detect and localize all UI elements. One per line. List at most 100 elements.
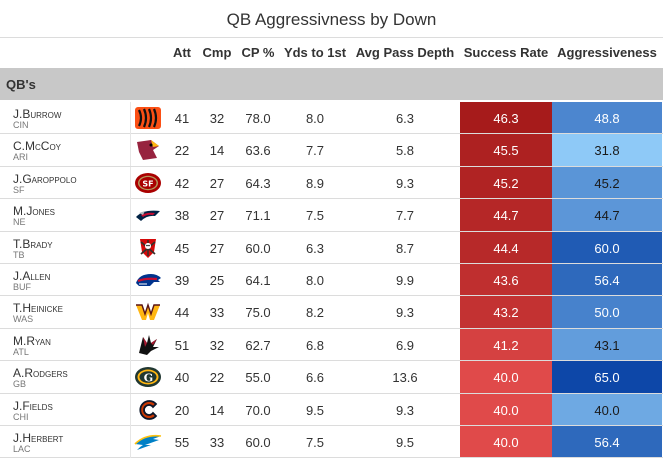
aggressiveness-cell: 65.0 — [552, 361, 662, 393]
depth-cell: 6.9 — [395, 337, 415, 353]
player-last-name: Jones — [26, 204, 56, 219]
yds-cell: 6.6 — [305, 370, 325, 386]
yds-cell: 8.0 — [305, 111, 325, 126]
player-name: T.Brady — [13, 238, 53, 250]
yds-cell: 6.8 — [305, 337, 325, 353]
table-row: T.Brady TB 45 27 60.0 6.3 8.7 44.4 60.0 — [0, 231, 663, 264]
table-row: J.Garoppolo SF SF 42 27 64.3 8.9 9.3 45.2 45.2 — [0, 166, 663, 200]
player-initial: J. — [13, 268, 23, 283]
column-header-yds[interactable]: Yds to 1st — [283, 45, 347, 60]
player-last-name: Ryan — [26, 333, 51, 348]
depth-cell: 9.3 — [395, 175, 415, 191]
team-abbr: LAC — [13, 443, 31, 454]
svg-text:SF: SF — [142, 179, 153, 188]
player-last-name: Herbert — [22, 430, 64, 445]
depth-cell: 9.5 — [395, 434, 415, 450]
att-cell: 38 — [174, 208, 190, 224]
team-abbr: NE — [13, 217, 26, 228]
cmp-cell: 14 — [209, 402, 225, 418]
table-row: A.Rodgers GB G 40 22 55.0 6.6 13.6 40.0 65.0 — [0, 361, 663, 394]
row-divider — [130, 102, 131, 134]
success-rate-cell: 45.5 — [460, 134, 552, 166]
player-name: J.Garoppolo — [13, 173, 77, 185]
row-divider — [130, 296, 131, 329]
att-cell: 41 — [174, 111, 190, 126]
cardinals-logo — [133, 138, 163, 162]
cp-cell: 55.0 — [245, 370, 271, 386]
att-cell: 44 — [174, 305, 190, 321]
player-initial: M. — [13, 333, 27, 348]
player-last-name: Rodgers — [24, 366, 68, 381]
table-row: M.Ryan ATL 51 32 62.7 6.8 6.9 41.2 43.1 — [0, 328, 663, 362]
aggressiveness-cell: 31.8 — [552, 134, 662, 166]
player-name: J.Fields — [13, 400, 53, 412]
player-initial: M. — [13, 204, 27, 219]
column-header-success[interactable]: Success Rate — [463, 45, 549, 60]
att-cell: 20 — [174, 402, 190, 418]
bears-logo — [133, 398, 163, 422]
success-rate-cell: 44.4 — [460, 231, 552, 263]
table-row: J.Allen BUF 39 25 64.1 8.0 9.9 43.6 56.4 — [0, 263, 663, 297]
player-name: J.Allen — [13, 270, 50, 282]
cmp-cell: 25 — [209, 272, 225, 288]
svg-text:G: G — [144, 372, 153, 385]
success-rate-cell: 40.0 — [460, 393, 552, 425]
cmp-cell: 27 — [209, 240, 225, 256]
player-name: J.Herbert — [13, 432, 63, 444]
player-last-name: Garoppolo — [22, 171, 77, 186]
aggressiveness-cell: 45.2 — [552, 166, 662, 199]
cp-cell: 60.0 — [245, 240, 271, 256]
yds-cell: 8.0 — [305, 272, 325, 288]
row-divider — [130, 231, 131, 264]
49ers-logo: SF — [133, 171, 163, 195]
table-row: J.Herbert LAC 55 33 60.0 7.5 9.5 40.0 56.4 — [0, 425, 663, 459]
cmp-cell: 33 — [209, 434, 225, 450]
yds-cell: 6.3 — [305, 240, 325, 256]
depth-cell: 13.6 — [392, 370, 418, 386]
player-last-name: Burrow — [22, 107, 62, 121]
player-initial: T. — [13, 236, 23, 251]
cmp-cell: 27 — [209, 175, 225, 191]
column-header-att[interactable]: Att — [172, 45, 192, 60]
aggressiveness-cell: 56.4 — [552, 263, 662, 296]
success-rate-cell: 41.2 — [460, 328, 552, 361]
team-abbr: CIN — [13, 120, 29, 130]
column-header-aggr[interactable]: Aggressiveness — [557, 45, 657, 60]
column-header-cmp[interactable]: Cmp — [202, 45, 232, 60]
row-divider — [130, 425, 131, 458]
table-body: J.Burrow CIN 41 32 78.0 8.0 6.3 46.3 48.8 C.McCoy… — [0, 102, 663, 459]
column-header-row: Att Cmp CP % Yds to 1st Avg Pass Depth S… — [0, 38, 663, 68]
column-header-cp[interactable]: CP % — [241, 45, 275, 60]
aggressiveness-cell: 48.8 — [552, 102, 662, 134]
yds-cell: 8.9 — [305, 175, 325, 191]
cp-cell: 64.3 — [245, 175, 271, 191]
depth-cell: 9.9 — [395, 272, 415, 288]
player-initial: J. — [13, 171, 23, 186]
cp-cell: 71.1 — [245, 208, 271, 224]
success-rate-cell: 43.6 — [460, 263, 552, 296]
player-initial: J. — [13, 107, 23, 121]
team-abbr: TB — [13, 249, 25, 260]
packers-logo: G — [133, 365, 163, 389]
yds-cell: 7.5 — [305, 434, 325, 450]
player-last-name: Fields — [22, 398, 53, 413]
cmp-cell: 14 — [209, 143, 225, 159]
row-divider — [130, 361, 131, 394]
table-row: M.Jones NE 38 27 71.1 7.5 7.7 44.7 44.7 — [0, 199, 663, 232]
player-name: J.Burrow — [13, 108, 61, 120]
yds-cell: 7.7 — [305, 143, 325, 159]
cmp-cell: 33 — [209, 305, 225, 321]
aggressiveness-cell: 56.4 — [552, 425, 662, 458]
team-abbr: ARI — [13, 152, 29, 163]
player-last-name: Heinicke — [22, 301, 64, 316]
cp-cell: 78.0 — [245, 111, 271, 126]
cp-cell: 63.6 — [245, 143, 271, 159]
team-abbr: BUF — [13, 281, 31, 292]
aggressiveness-cell: 40.0 — [552, 393, 662, 425]
row-divider — [130, 328, 131, 361]
success-rate-cell: 40.0 — [460, 361, 552, 393]
column-header-depth[interactable]: Avg Pass Depth — [355, 45, 455, 60]
falcons-logo — [133, 333, 163, 357]
group-label: QB's — [6, 77, 36, 92]
player-initial: A. — [13, 366, 25, 381]
